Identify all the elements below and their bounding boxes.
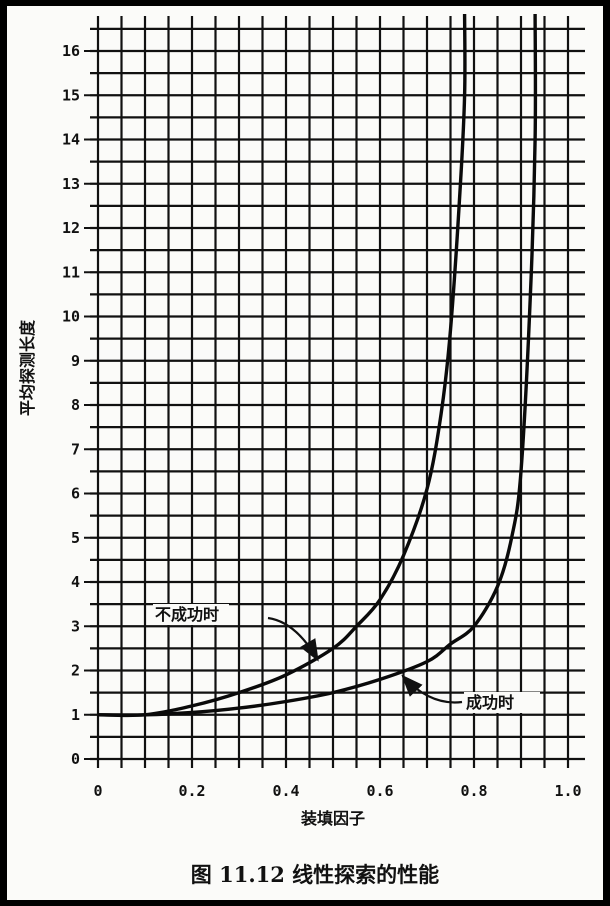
y-tick-label: 1	[71, 706, 80, 724]
y-tick-label: 13	[62, 175, 80, 193]
series-line-successful	[97, 13, 538, 717]
annotation-arrow	[267, 616, 319, 662]
annotation-label-bg	[153, 604, 229, 625]
y-tick-label: 10	[62, 308, 80, 326]
series-line-unsuccessful	[97, 13, 467, 718]
annotation-arrow	[401, 674, 463, 704]
figure-caption: 图 11.12 线性探索的性能	[191, 862, 439, 887]
y-tick-label: 9	[71, 352, 80, 370]
y-tick-label: 0	[71, 750, 80, 768]
x-tick-label: 0.6	[366, 782, 393, 800]
x-tick-label: 0.2	[178, 782, 205, 800]
x-tick-label: 1.0	[554, 782, 581, 800]
annotation-label: 成功时	[466, 693, 514, 712]
y-tick-label: 16	[62, 42, 80, 60]
x-tick-label: 0.8	[460, 782, 487, 800]
annotation-label-bg	[464, 692, 540, 713]
series-lines	[97, 13, 538, 718]
x-axis-label: 装填因子	[300, 809, 365, 828]
y-tick-label: 6	[71, 485, 80, 503]
figure-page	[7, 6, 603, 900]
annotation-label: 不成功时	[155, 605, 219, 624]
y-tick-label: 4	[71, 573, 80, 591]
y-tick-label: 3	[71, 617, 80, 635]
x-tick-label: 0.4	[272, 782, 299, 800]
y-tick-label: 5	[71, 529, 80, 547]
y-tick-label: 14	[62, 131, 80, 149]
y-tick-label: 7	[71, 440, 80, 458]
y-tick-label: 2	[71, 662, 80, 680]
y-tick-label: 12	[62, 219, 80, 237]
y-tick-label: 15	[62, 86, 80, 104]
grid	[84, 16, 585, 768]
x-tick-label: 0	[93, 782, 102, 800]
y-tick-label: 11	[62, 263, 80, 281]
y-axis-label: 平均探测长度	[18, 319, 37, 416]
y-tick-label: 8	[71, 396, 80, 414]
